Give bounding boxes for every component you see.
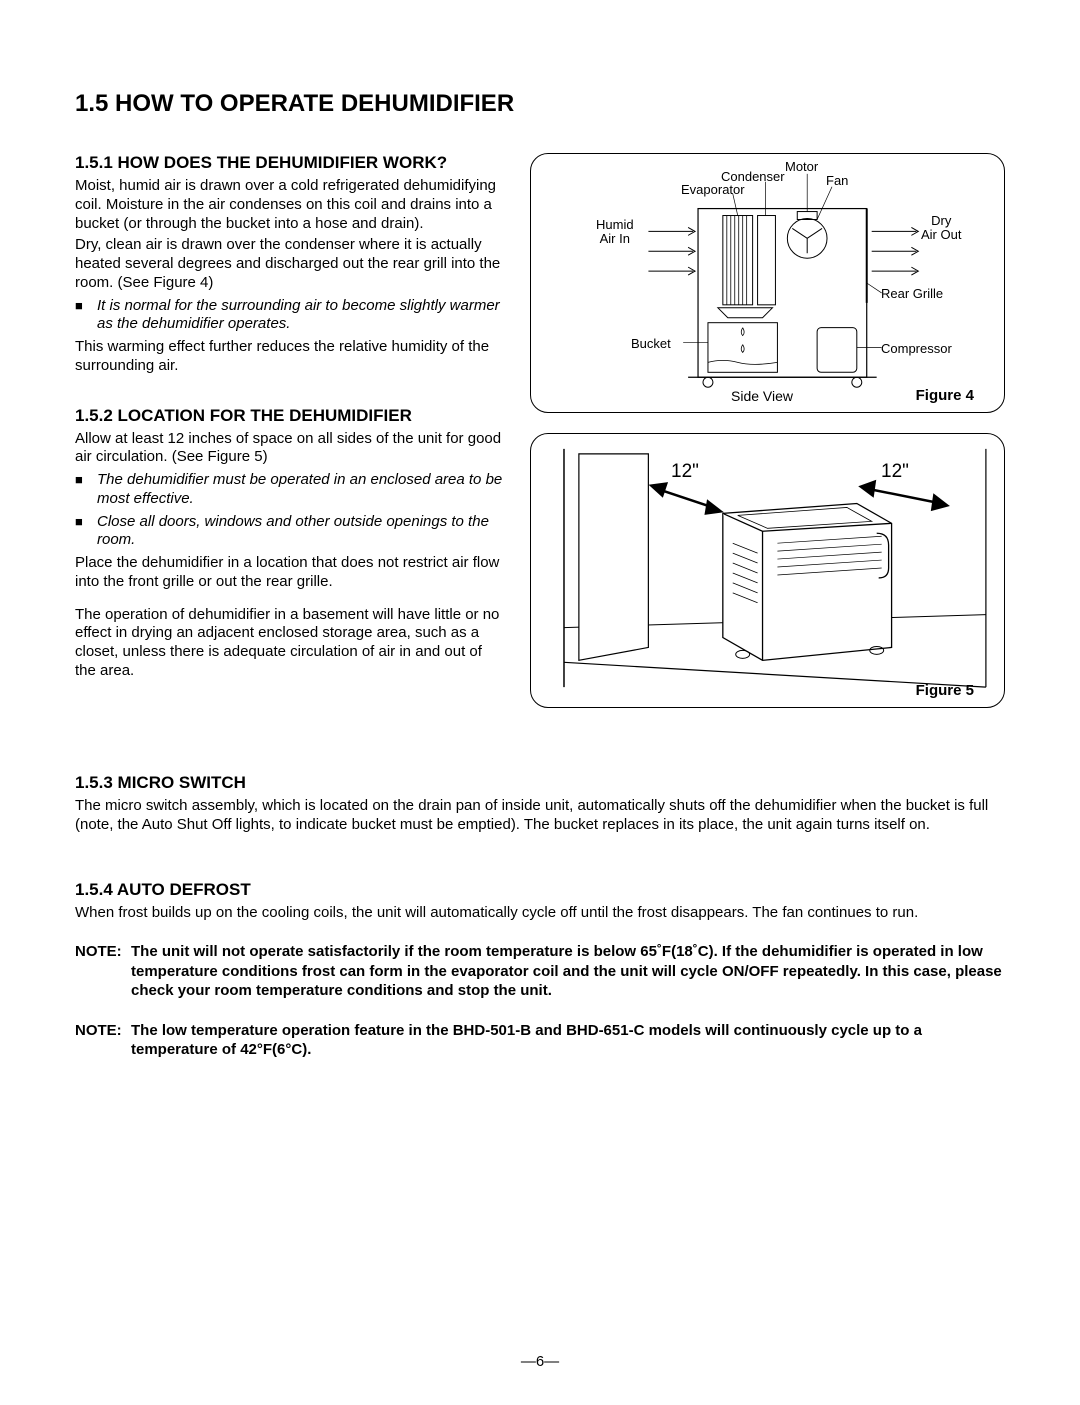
bullet-text: Close all doors, windows and other outsi… xyxy=(95,513,505,551)
bullet-text: It is normal for the surrounding air to … xyxy=(95,297,505,335)
label-12in-left: 12" xyxy=(671,462,699,482)
heading-1-5-2: 1.5.2 LOCATION FOR THE DEHUMIDIFIER xyxy=(75,406,505,426)
label-motor: Motor xyxy=(785,160,818,174)
para-1-5-4: When frost builds up on the cooling coil… xyxy=(75,904,1005,923)
para-1-5-1-b: Dry, clean air is drawn over the condens… xyxy=(75,236,505,292)
page-number: —6— xyxy=(0,1353,1080,1370)
para-1-5-2-a: Allow at least 12 inches of space on all… xyxy=(75,430,505,468)
figure-4: Motor Condenser Fan Evaporator Humid Air… xyxy=(530,153,1005,413)
label-side-view: Side View xyxy=(731,388,793,404)
bullet-1-5-2-b: ■ Close all doors, windows and other out… xyxy=(75,513,505,551)
note-1: NOTE: The unit will not operate satisfac… xyxy=(75,942,1005,1001)
figure-5-caption: Figure 5 xyxy=(916,682,974,699)
bullet-1-5-2-a: ■ The dehumidifier must be operated in a… xyxy=(75,471,505,509)
para-1-5-1-c: This warming effect further reduces the … xyxy=(75,338,505,376)
figure-4-svg xyxy=(531,154,1004,412)
figure-4-caption: Figure 4 xyxy=(916,387,974,404)
label-rear-grille: Rear Grille xyxy=(881,287,943,301)
note-label: NOTE: xyxy=(75,942,131,1001)
para-1-5-2-b: Place the dehumidifier in a location tha… xyxy=(75,554,505,592)
page-title: 1.5 HOW TO OPERATE DEHUMIDIFIER xyxy=(75,90,1005,118)
bullet-square-icon: ■ xyxy=(75,471,95,509)
heading-1-5-4: 1.5.4 AUTO DEFROST xyxy=(75,880,1005,900)
label-fan: Fan xyxy=(826,174,848,188)
label-compressor: Compressor xyxy=(881,342,952,356)
label-bucket: Bucket xyxy=(631,337,671,351)
note-1-text: The unit will not operate satisfactorily… xyxy=(131,942,1005,1001)
figure-5-svg xyxy=(531,434,1004,707)
bullet-square-icon: ■ xyxy=(75,513,95,551)
label-evaporator: Evaporator xyxy=(681,183,745,197)
para-1-5-3: The micro switch assembly, which is loca… xyxy=(75,797,1005,835)
note-label: NOTE: xyxy=(75,1021,131,1060)
heading-1-5-1: 1.5.1 HOW DOES THE DEHUMIDIFIER WORK? xyxy=(75,153,505,173)
heading-1-5-3: 1.5.3 MICRO SWITCH xyxy=(75,773,1005,793)
label-humid-air-in: Humid Air In xyxy=(596,218,634,245)
label-dry-air-out: Dry Air Out xyxy=(921,214,961,241)
bullet-text: The dehumidifier must be operated in an … xyxy=(95,471,505,509)
para-1-5-1-a: Moist, humid air is drawn over a cold re… xyxy=(75,177,505,233)
bullet-square-icon: ■ xyxy=(75,297,95,335)
figure-5: 12" 12" Figure 5 xyxy=(530,433,1005,708)
bullet-1-5-1: ■ It is normal for the surrounding air t… xyxy=(75,297,505,335)
note-2-text: The low temperature operation feature in… xyxy=(131,1021,1005,1060)
para-1-5-2-c: The operation of dehumidifier in a basem… xyxy=(75,606,505,681)
note-2: NOTE: The low temperature operation feat… xyxy=(75,1021,1005,1060)
label-12in-right: 12" xyxy=(881,462,909,482)
